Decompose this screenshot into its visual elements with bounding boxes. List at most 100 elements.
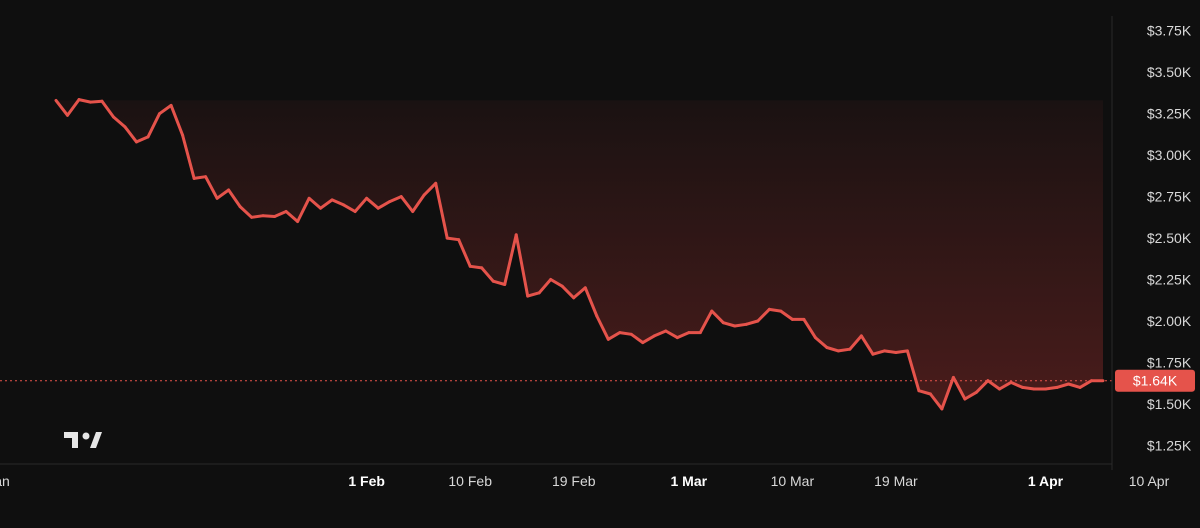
series-segment [744,319,760,326]
series-segment [158,103,173,116]
series-segment [848,334,863,351]
x-tick-label: 1 Feb [348,473,385,489]
series-segment [583,286,599,318]
series-segment [514,233,530,298]
series-segment [1021,385,1036,391]
logo-mark-t [64,432,78,448]
series-segment [928,392,944,411]
series-segment [652,329,668,338]
series-segment [664,329,679,340]
y-tick-label: $1.25K [1147,437,1192,453]
series-segment [388,195,403,204]
series-segment [779,309,794,321]
area-fill-group [56,100,1103,409]
series-segment [445,236,461,242]
series-segment [215,188,231,200]
x-tick-label: 1 Mar [671,473,708,489]
series-segment [940,375,955,411]
series-segment [100,99,115,119]
series-segment [399,195,415,213]
x-tick-label: 10 Apr [1129,473,1170,489]
logo-mark-v [90,432,102,448]
y-tick-label: $1.50K [1147,396,1192,412]
series-segment [813,336,829,349]
series-segment [905,349,921,393]
series-segment [273,210,288,218]
series-segment [181,133,196,180]
series-segment [526,291,541,298]
price-tag-label: $1.64K [1133,373,1178,389]
series-segment [974,379,990,394]
y-tick-label: $2.00K [1147,313,1192,329]
x-axis: Jan 1 Feb 10 Feb 19 Feb 1 Mar 10 Mar 19 Mar 1 A… [0,463,1170,489]
series-segment [1009,380,1024,389]
series-segment [641,334,656,345]
x-tick-label: Jan [0,473,10,489]
last-price-tag: $1.64K [1115,369,1195,392]
series-segment [457,238,472,268]
series-segment [560,284,576,300]
series-segment [572,286,587,300]
series-segment [296,196,311,223]
series-segment [629,332,645,345]
series-segment [192,175,208,180]
series-segment [756,307,771,323]
logo-mark-dot [82,432,90,440]
series-line-group [54,98,1105,411]
series-segment [66,98,81,117]
series-segment [238,205,254,219]
series-segment [112,115,127,129]
x-tick-label: 10 Mar [771,473,815,489]
series-segment [1067,382,1082,389]
y-tick-label: $3.25K [1147,106,1192,122]
series-segment [1055,382,1070,389]
series-segment [123,125,138,144]
series-segment [261,214,277,218]
series-segment [503,233,518,286]
y-tick-label: $3.00K [1147,147,1192,163]
series-segment [710,309,725,325]
series-segment [146,112,161,139]
series-segment [353,196,369,213]
series-segment [963,390,978,401]
x-tick-label: 1 Apr [1028,473,1064,489]
series-segment [825,346,840,353]
series-segment [836,347,852,353]
y-tick-label: $2.50K [1147,230,1192,246]
series-segment [411,193,426,213]
series-segment [859,334,875,356]
series-segment [54,98,69,117]
series-segment [307,196,323,210]
series-segment [618,331,633,336]
series-segment [721,321,737,328]
x-tick-label: 19 Mar [874,473,918,489]
series-segment [871,349,886,356]
y-tick-label: $3.50K [1147,64,1192,80]
series-segment [998,380,1013,391]
series-segment [698,309,714,335]
series-segment [802,317,817,340]
series-segment [733,322,748,328]
price-tag-bg [1115,369,1195,392]
series-segment [468,264,484,270]
series-segment [77,98,92,104]
series-segment [595,314,610,341]
y-axis: $3.75K $3.50K $3.25K $3.00K $2.75K $2.50K $2.2… [1111,16,1192,470]
series-segment [169,103,185,137]
series-segment [917,389,932,396]
series-segment [330,198,346,207]
series-segment [986,379,1001,391]
y-tick-label: $1.75K [1147,354,1192,370]
series-segment [606,331,622,341]
series-segment [376,200,392,210]
series-segment [1078,379,1093,389]
series-segment [491,279,507,286]
series-segment [204,175,219,200]
x-tick-label: 10 Feb [448,473,492,489]
y-tick-label: $2.75K [1147,189,1192,205]
series-segment [250,214,265,219]
series-segment [894,349,909,354]
series-segment [767,307,783,313]
